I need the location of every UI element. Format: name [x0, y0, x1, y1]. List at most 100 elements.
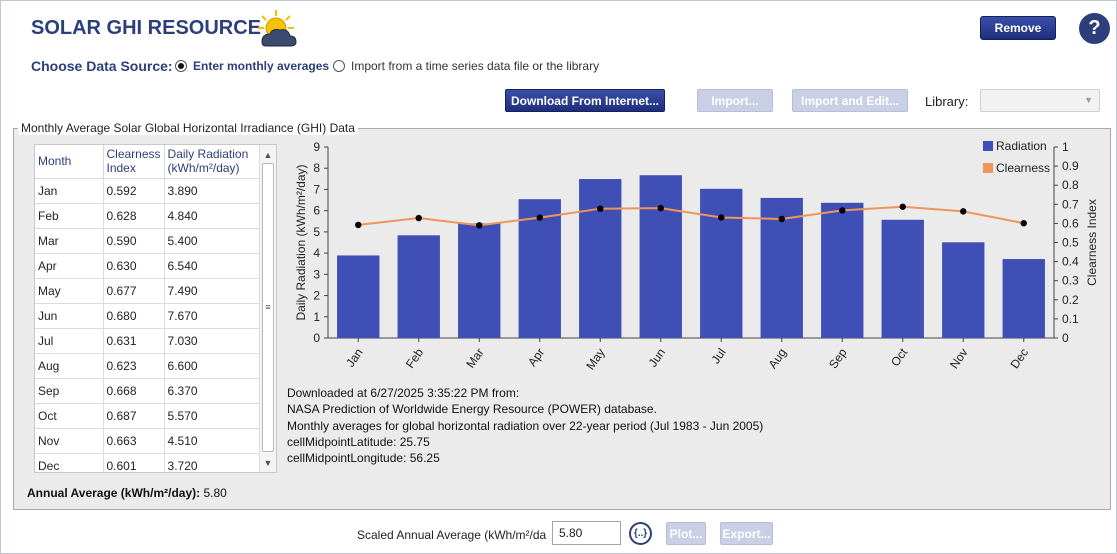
clearness-cell[interactable]: 0.628: [103, 203, 165, 229]
radiation-bar: [397, 235, 440, 338]
clearness-cell[interactable]: 0.623: [103, 353, 165, 379]
table-row[interactable]: Nov 0.663 4.510: [35, 428, 261, 454]
x-tick-label: Apr: [525, 346, 547, 369]
annual-average-value: 5.80: [203, 486, 227, 500]
monthly-averages-label[interactable]: Enter monthly averages: [193, 59, 330, 73]
library-select[interactable]: ▼: [980, 89, 1100, 112]
scaled-annual-average-input[interactable]: [552, 521, 621, 545]
table-row[interactable]: Jun 0.680 7.670: [35, 303, 261, 329]
sun-cloud-icon: [258, 10, 297, 47]
scaled-annual-average-label: Scaled Annual Average (kWh/m²/da: [357, 528, 547, 542]
annual-average: Annual Average (kWh/m²/day): 5.80: [27, 486, 227, 500]
table-row[interactable]: Jul 0.631 7.030: [35, 328, 261, 354]
clearness-point: [778, 215, 785, 223]
import-file-radio[interactable]: [333, 60, 345, 72]
clearness-point: [597, 205, 604, 212]
info-line: NASA Prediction of Worldwide Energy Reso…: [287, 402, 657, 417]
plot-button[interactable]: Plot...: [666, 522, 706, 545]
radiation-cell[interactable]: 6.540: [164, 253, 261, 279]
scroll-up-icon[interactable]: ▲: [263, 149, 273, 160]
import-button[interactable]: Import...: [697, 89, 773, 112]
table-row[interactable]: Jan 0.592 3.890: [35, 178, 261, 204]
table-scrollbar[interactable]: ▲ ≡ ▼: [259, 145, 276, 472]
clearness-cell[interactable]: 0.663: [103, 428, 165, 454]
radiation-cell[interactable]: 5.400: [164, 228, 261, 254]
clearness-cell[interactable]: 0.592: [103, 178, 165, 204]
remove-button[interactable]: Remove: [980, 16, 1056, 40]
clearness-point: [960, 208, 967, 215]
table-row[interactable]: Sep 0.668 6.370: [35, 378, 261, 404]
monthly-data-table: Month Clearness Index Daily Radiation (k…: [34, 144, 277, 473]
table-row[interactable]: Oct 0.687 5.570: [35, 403, 261, 429]
radiation-cell[interactable]: 7.670: [164, 303, 261, 329]
radiation-bar: [700, 188, 743, 338]
info-line: cellMidpointLongitude: 56.25: [287, 451, 440, 466]
clearness-cell[interactable]: 0.680: [103, 303, 165, 329]
y-tick-label: 4: [313, 246, 320, 260]
header-month[interactable]: Month: [35, 145, 104, 179]
data-grid: Month Clearness Index Daily Radiation (k…: [35, 145, 261, 472]
month-cell: Jul: [35, 328, 104, 354]
month-cell: Feb: [35, 203, 104, 229]
radiation-cell[interactable]: 5.570: [164, 403, 261, 429]
y2-tick-label: 0.5: [1062, 236, 1079, 250]
x-tick-label: Dec: [1007, 346, 1031, 372]
table-row[interactable]: Aug 0.623 6.600: [35, 353, 261, 379]
clearness-cell[interactable]: 0.630: [103, 253, 165, 279]
y2-axis-label: Clearness Index: [1085, 199, 1099, 286]
scroll-thumb[interactable]: ≡: [262, 163, 274, 452]
month-cell: Aug: [35, 353, 104, 379]
monthly-averages-radio[interactable]: [175, 60, 187, 72]
legend-radiation-swatch: [983, 141, 993, 151]
clearness-point: [355, 221, 362, 229]
radiation-bar: [821, 202, 864, 338]
table-row[interactable]: Mar 0.590 5.400: [35, 228, 261, 254]
radiation-cell[interactable]: 6.600: [164, 353, 261, 379]
radiation-cell[interactable]: 7.030: [164, 328, 261, 354]
x-tick-label: Nov: [947, 346, 971, 372]
radiation-bar: [881, 219, 924, 338]
month-cell: Sep: [35, 378, 104, 404]
chevron-down-icon: ▼: [1084, 95, 1093, 105]
header-radiation[interactable]: Daily Radiation (kWh/m²/day): [164, 145, 261, 179]
clearness-cell[interactable]: 0.687: [103, 403, 165, 429]
radiation-cell[interactable]: 3.890: [164, 178, 261, 204]
clearness-point: [476, 222, 483, 229]
header-clearness[interactable]: Clearness Index: [103, 145, 165, 179]
x-tick-label: Oct: [888, 345, 911, 369]
table-row[interactable]: Dec 0.601 3.720: [35, 453, 261, 472]
clearness-cell[interactable]: 0.631: [103, 328, 165, 354]
radiation-bar: [337, 255, 380, 338]
radiation-cell[interactable]: 6.370: [164, 378, 261, 404]
x-tick-label: May: [583, 346, 607, 373]
scroll-down-icon[interactable]: ▼: [263, 457, 273, 468]
import-and-edit-button[interactable]: Import and Edit...: [792, 89, 908, 112]
clearness-cell[interactable]: 0.677: [103, 278, 165, 304]
month-cell: May: [35, 278, 104, 304]
radiation-bar: [1002, 259, 1045, 338]
radiation-cell[interactable]: 4.840: [164, 203, 261, 229]
ghi-chart: 012345678900.10.20.30.40.50.60.70.80.91D…: [294, 139, 1099, 373]
plot-area: [328, 147, 1054, 338]
table-row[interactable]: May 0.677 7.490: [35, 278, 261, 304]
clearness-cell[interactable]: 0.601: [103, 453, 165, 472]
clearness-point: [718, 214, 725, 221]
y-axis-label: Daily Radiation (kWh/m²/day): [294, 164, 308, 320]
table-row[interactable]: Feb 0.628 4.840: [35, 203, 261, 229]
radiation-cell[interactable]: 4.510: [164, 428, 261, 454]
y2-tick-label: 0.9: [1062, 159, 1079, 173]
import-file-label[interactable]: Import from a time series data file or t…: [351, 59, 600, 73]
clearness-point: [415, 214, 422, 222]
radiation-cell[interactable]: 7.490: [164, 278, 261, 304]
y2-tick-label: 0: [1062, 331, 1069, 345]
download-from-internet-button[interactable]: Download From Internet...: [505, 89, 665, 112]
export-button[interactable]: Export...: [720, 522, 773, 545]
radiation-cell[interactable]: 3.720: [164, 453, 261, 472]
month-cell: Oct: [35, 403, 104, 429]
help-button[interactable]: ?: [1079, 13, 1110, 44]
clearness-cell[interactable]: 0.590: [103, 228, 165, 254]
clearness-cell[interactable]: 0.668: [103, 378, 165, 404]
table-row[interactable]: Apr 0.630 6.540: [35, 253, 261, 279]
ghi-group-title: Monthly Average Solar Global Horizontal …: [18, 121, 358, 135]
sensitivity-button[interactable]: {..}: [629, 522, 652, 545]
